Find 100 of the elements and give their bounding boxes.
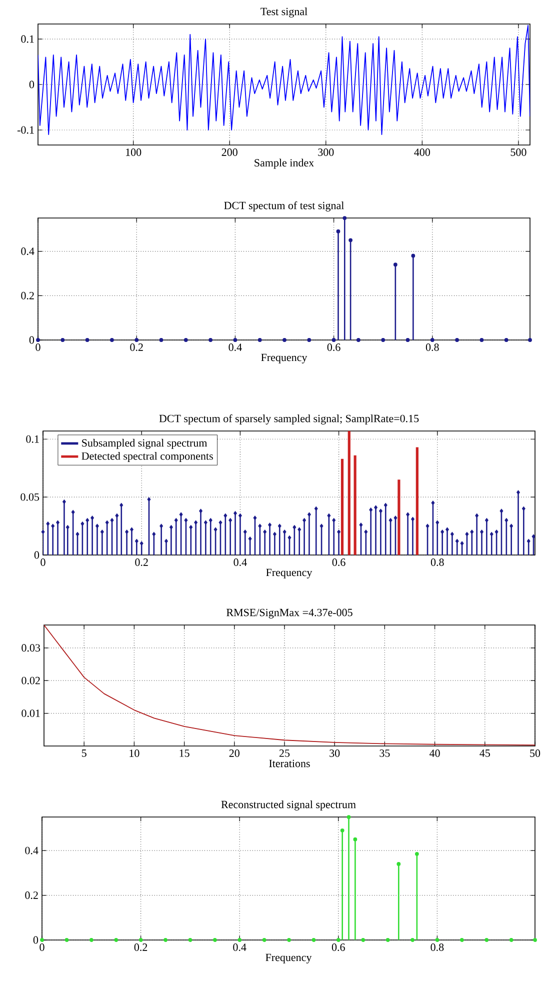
point	[386, 938, 390, 942]
point	[110, 338, 114, 342]
point	[60, 338, 65, 342]
point	[213, 938, 217, 942]
point	[64, 938, 69, 942]
x-tick-label: 0.6	[332, 558, 346, 566]
x-tick-label: 100	[126, 148, 142, 156]
point	[85, 338, 90, 342]
x-axis-title: Frequency	[261, 354, 308, 364]
point	[233, 338, 238, 342]
x-tick-label: 0.4	[228, 344, 242, 351]
line-series	[44, 625, 536, 746]
y-tick-label: -0.1	[18, 126, 34, 134]
y-tick-label: 0.4	[25, 846, 38, 854]
x-tick-label: 0	[40, 558, 46, 566]
point	[40, 938, 44, 942]
x-tick-label: 35	[380, 750, 390, 757]
point	[411, 254, 416, 258]
x-tick-label: 0.8	[431, 558, 444, 566]
legend-label: Detected spectral components	[82, 452, 214, 462]
point	[455, 338, 460, 342]
point	[262, 938, 266, 942]
x-axis-title: Frequency	[266, 954, 312, 964]
point	[307, 338, 312, 342]
x-tick-label: 25	[280, 750, 290, 757]
point	[415, 852, 419, 856]
x-tick-label: 500	[510, 148, 526, 156]
x-tick-label: 20	[229, 750, 240, 757]
point	[258, 338, 262, 342]
point	[114, 938, 118, 942]
point	[361, 938, 366, 942]
point	[134, 338, 139, 342]
chart-title: Test signal	[260, 8, 308, 18]
x-tick-label: 0.6	[327, 344, 340, 351]
point	[159, 338, 164, 342]
point	[394, 262, 398, 267]
y-tick-label: 0.05	[20, 493, 40, 501]
point	[435, 938, 440, 942]
x-tick-label: 400	[414, 148, 430, 156]
x-tick-label: 0.8	[426, 344, 439, 351]
bar	[341, 458, 344, 556]
point	[336, 229, 340, 234]
x-tick-label: 45	[480, 750, 490, 757]
line-series	[38, 24, 530, 135]
point	[460, 938, 464, 942]
point	[430, 338, 434, 342]
y-tick-label: 0.1	[21, 35, 34, 43]
point	[484, 938, 489, 942]
point	[340, 828, 344, 832]
x-tick-label: 40	[430, 750, 440, 757]
y-tick-label: 0.1	[26, 435, 39, 443]
point	[164, 938, 168, 942]
point	[353, 837, 358, 842]
y-tick-label: 0	[29, 80, 34, 88]
y-tick-label: 0.01	[22, 710, 40, 718]
point	[406, 338, 410, 342]
chart-title: RMSE/SignMax =4.37e-005	[226, 608, 352, 618]
bar	[416, 447, 419, 556]
point	[346, 815, 351, 819]
point	[188, 938, 192, 942]
x-tick-label: 30	[330, 750, 340, 757]
chart-title: Reconstructed signal spectrum	[221, 800, 356, 810]
point	[282, 338, 287, 342]
bar	[348, 431, 351, 556]
x-tick-label: 0.8	[430, 944, 444, 951]
x-tick-label: 0.4	[234, 558, 247, 566]
x-tick-label: 300	[318, 148, 334, 156]
point	[184, 338, 188, 342]
point	[90, 938, 94, 942]
x-tick-label: 10	[130, 750, 140, 757]
y-tick-label: 0.2	[21, 292, 34, 300]
y-tick-label: 0	[33, 936, 38, 944]
point	[332, 338, 336, 342]
point	[238, 938, 242, 942]
chart-title: DCT spectum of sparsely sampled signal; SamplRate=0.15	[159, 414, 419, 424]
point	[312, 938, 316, 942]
point	[36, 338, 40, 342]
point	[356, 338, 360, 342]
y-tick-label: 0.2	[25, 892, 38, 900]
point	[509, 938, 514, 942]
point	[342, 216, 347, 220]
point	[287, 938, 292, 942]
y-tick-label: 0.02	[22, 676, 40, 684]
y-tick-label: 0.03	[22, 644, 40, 652]
x-axis-title: Frequency	[266, 568, 312, 578]
y-tick-label: 0.4	[21, 248, 34, 256]
x-tick-label: 0.2	[134, 944, 148, 951]
point	[348, 238, 353, 242]
point	[396, 862, 401, 866]
x-tick-label: 15	[180, 750, 190, 757]
point	[336, 938, 340, 942]
y-tick-label: 0	[34, 551, 40, 559]
point	[208, 338, 213, 342]
x-tick-label: 0.4	[233, 944, 246, 951]
point	[381, 338, 386, 342]
x-tick-label: 0.6	[332, 944, 346, 951]
x-tick-label: 5	[82, 750, 87, 757]
y-tick-label: 0	[29, 336, 34, 344]
x-tick-label: 200	[222, 148, 238, 156]
point	[480, 338, 484, 342]
